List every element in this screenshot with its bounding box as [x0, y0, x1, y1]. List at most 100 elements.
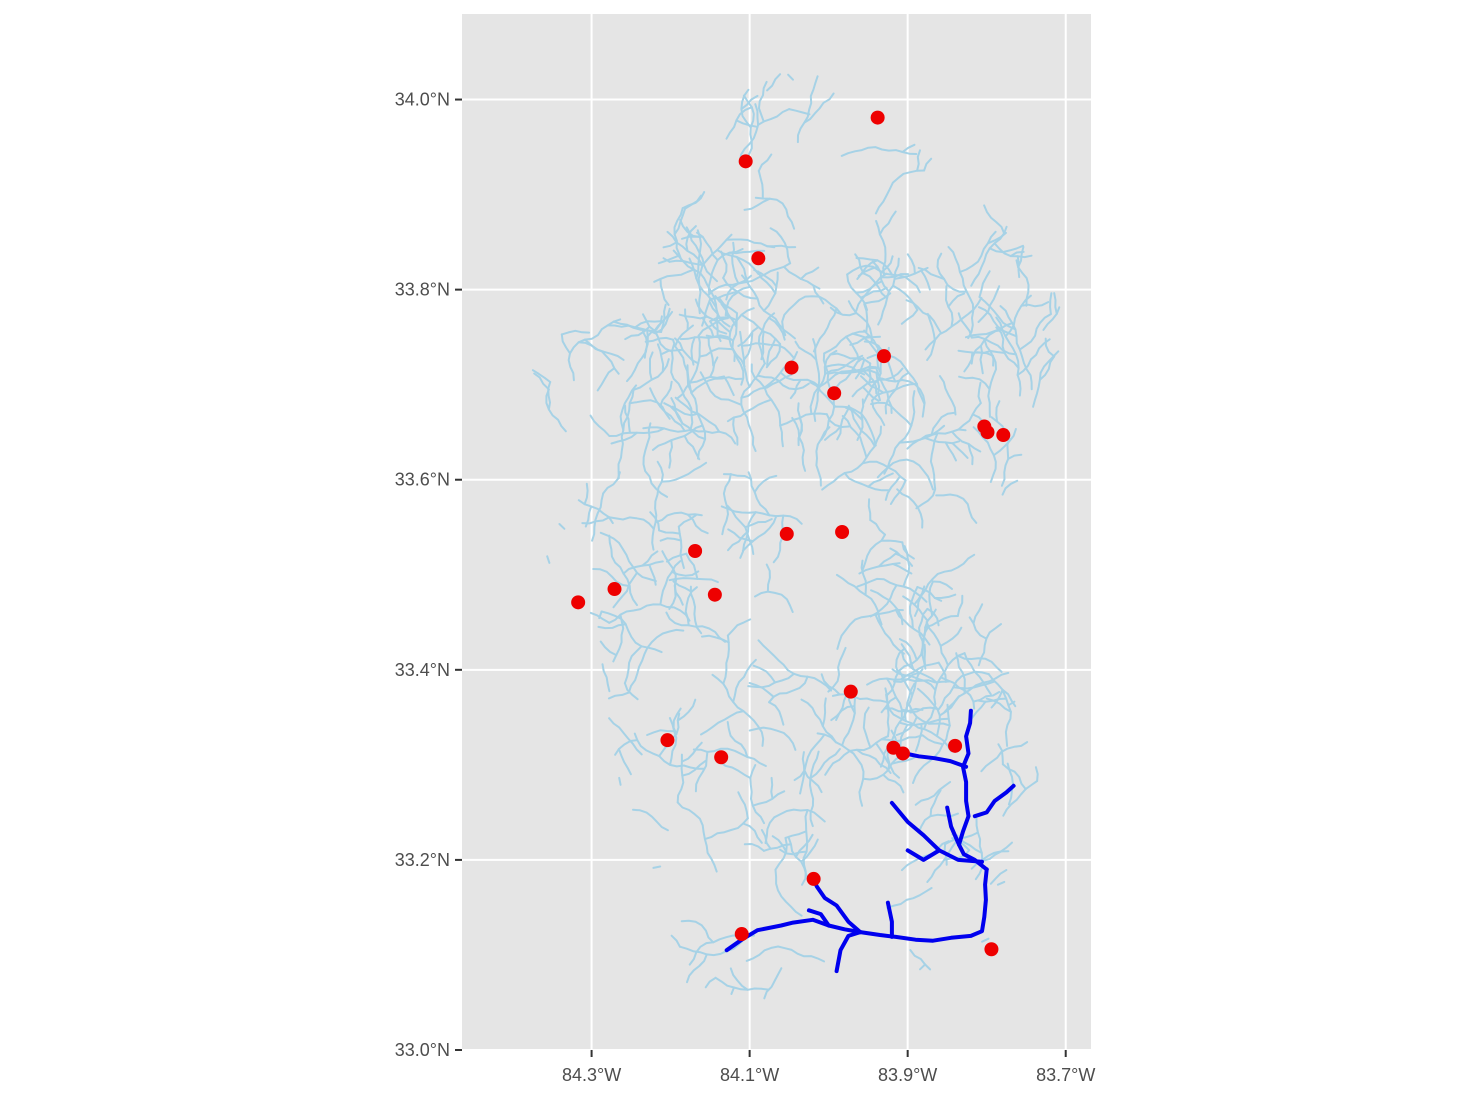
- stream-segment-541: [772, 514, 785, 564]
- stream-segment-239: [945, 285, 954, 328]
- stream-segment-189: [749, 764, 765, 825]
- stream-segment-221: [885, 677, 903, 718]
- stream-segment-411: [997, 743, 1004, 766]
- stream-segment-412: [1001, 763, 1027, 791]
- stream-segment-188: [718, 760, 752, 779]
- stream-segment-198: [995, 326, 1020, 370]
- stream-segment-49: [1032, 350, 1060, 408]
- stream-segment-110: [827, 369, 878, 375]
- stream-segment-111: [845, 335, 860, 363]
- stream-segment-249: [614, 739, 639, 756]
- stream-segment-476: [671, 405, 700, 417]
- stream-segment-531: [769, 227, 792, 265]
- stream-segment-530: [783, 265, 821, 290]
- stream-segment-564: [742, 822, 763, 844]
- stream-segment-42: [612, 613, 625, 663]
- stream-segment-186: [770, 776, 774, 800]
- stream-segment-97: [928, 580, 934, 617]
- x-tick-label: 83.9°W: [878, 1065, 937, 1085]
- stream-segment-540: [938, 375, 957, 416]
- stream-segment-495: [768, 701, 785, 726]
- stream-segment-166: [719, 298, 729, 320]
- stream-segment-64: [740, 362, 766, 452]
- site-point-3: [784, 360, 799, 375]
- site-point-8: [996, 428, 1011, 443]
- stream-segment-467: [725, 106, 753, 140]
- stream-segment-53: [781, 295, 842, 337]
- stream-segment-335: [880, 734, 924, 743]
- site-point-19: [895, 746, 910, 761]
- main-river-segment-4: [889, 800, 984, 864]
- stream-segment-109: [875, 371, 881, 402]
- site-point-17: [714, 750, 729, 765]
- stream-segment-469: [895, 716, 918, 736]
- stream-segment-318: [878, 210, 897, 236]
- stream-segment-549: [720, 505, 803, 525]
- stream-segment-497: [752, 664, 777, 684]
- stream-segment-486: [591, 492, 605, 542]
- stream-segment-102: [996, 880, 1006, 886]
- stream-segment-329: [987, 673, 1017, 708]
- stream-segment-448: [870, 589, 904, 626]
- stream-segment-568: [680, 741, 703, 763]
- stream-segment-13: [716, 249, 760, 275]
- stream-segment-301: [659, 277, 670, 306]
- stream-segment-280: [977, 697, 1008, 703]
- stream-segment-351: [695, 229, 702, 280]
- stream-segment-403: [831, 693, 889, 704]
- stream-segment-216: [607, 691, 630, 700]
- stream-segment-259: [623, 645, 643, 685]
- stream-segment-404: [898, 638, 918, 661]
- stream-segment-16: [697, 233, 733, 315]
- stream-segment-289: [760, 330, 765, 361]
- stream-segment-565: [737, 791, 749, 820]
- stream-segment-296: [809, 381, 837, 408]
- stream-segment-251: [860, 375, 885, 394]
- stream-segment-553: [862, 272, 889, 300]
- main-river-segment-10: [806, 908, 831, 928]
- stream-segment-65: [901, 143, 916, 153]
- stream-segment-80: [793, 733, 826, 782]
- stream-segment-298: [799, 751, 806, 795]
- stream-segment-519: [774, 836, 788, 871]
- stream-segment-415: [944, 441, 957, 462]
- stream-segment-433: [711, 673, 765, 747]
- stream-segment-355: [685, 552, 699, 580]
- stream-segment-262: [600, 610, 663, 654]
- stream-segment-442: [800, 838, 819, 863]
- stream-segment-291: [765, 343, 782, 369]
- stream-segment-271: [855, 257, 893, 276]
- stream-segment-254: [884, 371, 910, 415]
- stream-segment-116: [745, 945, 825, 963]
- stream-segment-85: [889, 479, 907, 505]
- stream-segment-484: [642, 426, 737, 445]
- site-point-21: [806, 871, 821, 886]
- stream-segment-132: [763, 967, 783, 1000]
- stream-segment-155: [670, 934, 681, 948]
- stream-segment-523: [874, 169, 926, 215]
- stream-segment-123: [608, 516, 655, 530]
- stream-segment-86: [861, 460, 907, 482]
- stream-segment-135: [533, 372, 550, 390]
- stream-segment-368: [939, 626, 963, 647]
- stream-segment-508: [673, 207, 684, 262]
- stream-segment-28: [739, 103, 760, 163]
- stream-segment-300: [796, 75, 819, 144]
- stream-segment-82: [867, 472, 894, 488]
- stream-segment-525: [599, 531, 657, 583]
- stream-segment-31: [926, 834, 959, 883]
- stream-segment-447: [787, 836, 812, 882]
- stream-segment-178: [659, 537, 682, 542]
- stream-segment-445: [743, 843, 765, 852]
- stream-segment-255: [829, 306, 858, 317]
- stream-segment-81: [816, 732, 865, 807]
- stream-segment-357: [668, 577, 719, 584]
- stream-segment-379: [694, 750, 709, 793]
- stream-segment-99: [680, 919, 715, 944]
- stream-segment-359: [583, 482, 589, 506]
- stream-segment-213: [672, 338, 693, 393]
- stream-segment-60: [739, 330, 751, 388]
- stream-segment-203: [983, 338, 995, 367]
- stream-segment-125: [654, 511, 703, 524]
- stream-segment-130: [704, 976, 717, 989]
